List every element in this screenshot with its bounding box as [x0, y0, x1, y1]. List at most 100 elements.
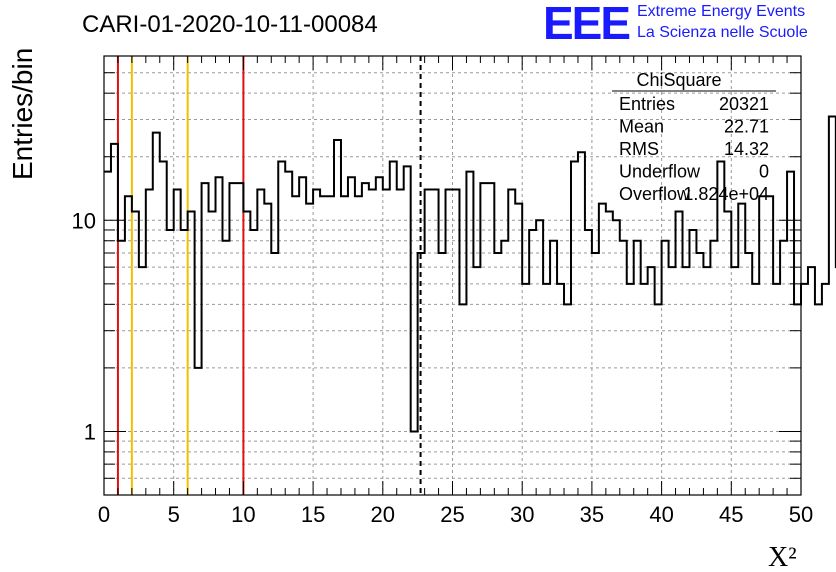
stats-row-value: 14.32	[724, 139, 769, 159]
histogram-bin	[383, 189, 390, 495]
histogram-bin	[250, 230, 257, 495]
histogram-bin	[606, 212, 613, 495]
histogram-bin	[676, 212, 683, 495]
histogram-bin	[738, 204, 745, 495]
histogram-bin	[648, 267, 655, 495]
histogram-bin	[132, 212, 139, 495]
histogram-bin	[167, 230, 174, 495]
histogram-bin	[822, 284, 829, 495]
histogram-bin	[411, 431, 418, 495]
histogram-bin	[432, 189, 439, 495]
x-tick-labels: 0 5 10 15 20 25 30 35 40 45 50	[98, 502, 813, 527]
stats-row-value: 22.71	[724, 117, 769, 137]
histogram-bin	[139, 267, 146, 495]
histogram-bin	[669, 267, 676, 495]
histogram-bin	[306, 204, 313, 495]
histogram-bin	[829, 117, 836, 495]
histogram-bin	[585, 230, 592, 495]
x-axis-label: X²	[768, 542, 797, 572]
histogram-bin	[236, 183, 243, 495]
histogram-bin	[536, 220, 543, 495]
x-tick-label: 5	[168, 502, 180, 527]
histogram-bin	[425, 189, 432, 495]
histogram-bin	[557, 284, 564, 495]
histogram-bin	[348, 177, 355, 495]
histogram-bin	[466, 172, 473, 495]
x-tick-label: 30	[510, 502, 534, 527]
histogram-bin	[390, 161, 397, 495]
histogram-bin	[724, 212, 731, 495]
histogram-bin	[815, 304, 822, 495]
histogram-bin	[146, 189, 153, 495]
histogram-bin	[299, 177, 306, 495]
histogram-bin	[683, 267, 690, 495]
histogram-bin	[439, 253, 446, 495]
stats-row-value: 1.824e+04	[683, 184, 769, 204]
y-tick-label: 1	[84, 419, 96, 444]
logo-subtitle-2: La Scienza nelle Scuole	[637, 24, 808, 41]
histogram-bin	[355, 196, 362, 495]
histogram-bin	[766, 196, 773, 495]
x-tick-label: 35	[580, 502, 604, 527]
histogram-bin	[794, 304, 801, 495]
histogram-bin	[404, 166, 411, 495]
histogram-bin	[292, 196, 299, 495]
stats-row-value: 20321	[719, 94, 769, 114]
x-tick-label: 15	[301, 502, 325, 527]
x-tick-label: 45	[719, 502, 743, 527]
histogram-bin	[369, 189, 376, 495]
histogram-bin	[222, 241, 229, 495]
histogram-bin	[229, 183, 236, 495]
stats-row-label: Underflow	[619, 162, 701, 182]
histogram-bin	[801, 284, 808, 495]
histogram-bin	[627, 284, 634, 495]
histogram-bin	[111, 144, 118, 495]
stats-row-label: Entries	[619, 94, 675, 114]
histogram-bin	[780, 241, 787, 495]
histogram-bars	[104, 115, 836, 495]
stats-title: ChiSquare	[636, 70, 721, 90]
histogram-bin	[641, 284, 648, 495]
histogram-bin	[487, 183, 494, 495]
histogram-bin	[118, 241, 125, 495]
histogram-bin	[703, 267, 710, 495]
histogram-bin	[634, 241, 641, 495]
histogram-bin	[578, 152, 585, 495]
histogram-bin	[508, 189, 515, 495]
histogram-bin	[209, 212, 216, 495]
histogram-bin	[529, 230, 536, 495]
histogram-bin	[446, 189, 453, 495]
histogram-bin	[522, 284, 529, 495]
histogram-bin	[759, 196, 766, 495]
x-tick-label: 0	[98, 502, 110, 527]
histogram-bin	[564, 304, 571, 495]
histogram-bin	[174, 189, 181, 495]
stats-row-label: RMS	[619, 139, 659, 159]
run-title: CARI-01-2020-10-11-00084	[82, 11, 378, 38]
histogram-bin	[731, 267, 738, 495]
x-tick-label: 40	[649, 502, 673, 527]
x-tick-label: 10	[231, 502, 255, 527]
histogram-bin	[662, 241, 669, 495]
histogram-bin	[480, 183, 487, 495]
histogram-bin	[515, 204, 522, 495]
histogram-bin	[278, 161, 285, 495]
histogram-bin	[592, 253, 599, 495]
x-tick-label: 20	[371, 502, 395, 527]
histogram-bin	[494, 253, 501, 495]
histogram-bin	[453, 189, 460, 495]
histogram-bin	[543, 284, 550, 495]
histogram-step-line	[104, 115, 836, 433]
eee-logo: EEE	[543, 0, 631, 49]
histogram-bin	[696, 253, 703, 495]
histogram-bin	[188, 212, 195, 495]
logo-subtitle-1: Extreme Energy Events	[637, 3, 806, 20]
histogram-bin	[397, 189, 404, 495]
histogram-bin	[689, 230, 696, 495]
histogram-bin	[334, 140, 341, 495]
x-tick-label: 50	[789, 502, 813, 527]
stats-row-label: Overflow	[619, 184, 691, 204]
y-tick-labels: 1 10	[72, 208, 96, 444]
y-axis-label: Entries/bin	[7, 48, 38, 180]
